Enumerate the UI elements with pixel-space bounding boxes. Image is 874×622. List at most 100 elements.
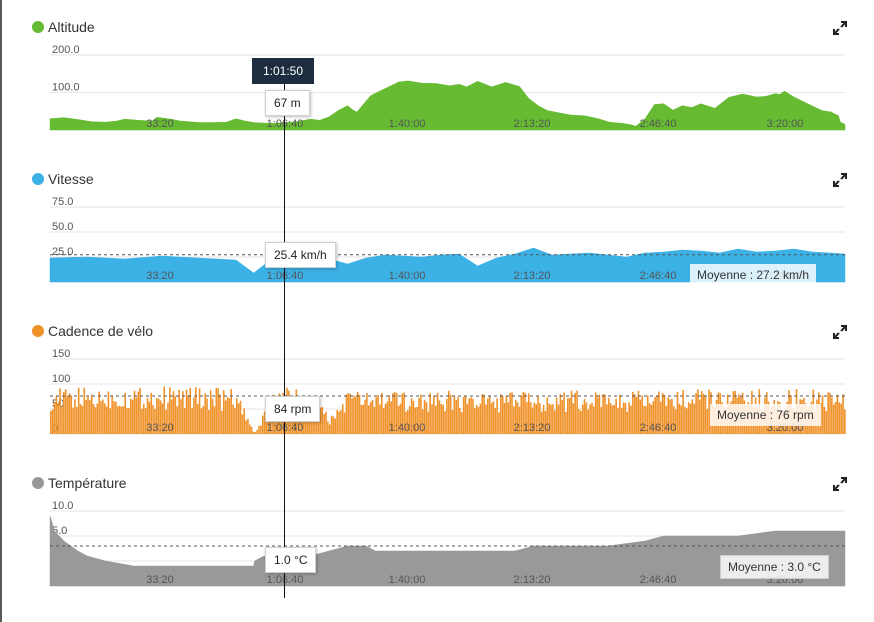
cadence-bar: [258, 425, 260, 434]
cadence-bar: [682, 389, 684, 434]
cadence-bar: [360, 404, 363, 434]
cadence-bar: [50, 410, 52, 434]
expand-icon[interactable]: [832, 20, 848, 36]
legend-label-cadence[interactable]: Cadence de vélo: [48, 323, 154, 339]
cadence-bar: [414, 407, 417, 434]
cadence-bar: [133, 390, 136, 434]
cadence-bar: [658, 391, 660, 434]
cadence-bar: [254, 431, 257, 434]
legend-label-temperature[interactable]: Température: [48, 475, 127, 491]
cadence-bar: [548, 403, 550, 434]
cadence-bar: [602, 394, 604, 434]
cadence-bar: [100, 401, 102, 434]
cadence-bar: [570, 390, 573, 434]
cadence-bar: [157, 398, 160, 434]
cadence-bar: [436, 392, 439, 434]
cadence-bar: [516, 402, 519, 434]
cadence-bar: [421, 409, 424, 434]
cadence-bar: [470, 397, 472, 434]
legend-dot-temperature: [32, 477, 44, 489]
legend-label-speed[interactable]: Vitesse: [48, 171, 94, 187]
cadence-bar: [381, 392, 383, 434]
cadence-bar: [555, 397, 558, 434]
cadence-bar: [141, 408, 143, 434]
cadence-bar: [585, 402, 588, 434]
cadence-bar: [552, 404, 554, 434]
cadence-bar: [446, 398, 448, 434]
cadence-bar: [237, 403, 240, 434]
cadence-bar: [700, 391, 703, 434]
x-tick-label: 33:20: [146, 574, 174, 586]
cadence-bar: [665, 405, 668, 434]
cadence-bar: [427, 411, 430, 434]
temperature-chart[interactable]: 10.05.00.0-5.033:201:06:401:40:002:13:20…: [0, 456, 874, 606]
cadence-bar: [702, 393, 705, 434]
cadence-bar: [239, 400, 242, 434]
cadence-chart[interactable]: 15010050033:201:06:401:40:002:13:202:46:…: [0, 304, 874, 454]
cadence-bar: [167, 402, 169, 434]
expand-icon[interactable]: [832, 476, 848, 492]
cadence-bar: [686, 408, 688, 434]
cadence-bar: [217, 388, 219, 434]
cadence-bar: [366, 393, 368, 434]
cadence-bar: [593, 406, 595, 434]
cadence-bar: [646, 395, 649, 434]
cadence-bar: [444, 411, 446, 434]
cadence-bar: [390, 401, 392, 434]
cadence-bar: [699, 399, 701, 434]
cadence-bar: [351, 398, 353, 434]
cadence-bar: [66, 395, 69, 434]
cadence-bar: [401, 393, 404, 434]
cadence-bar: [507, 402, 510, 434]
cadence-bar: [676, 391, 679, 434]
cadence-bar: [630, 405, 632, 434]
cadence-bar: [96, 403, 99, 434]
cadence-bar: [600, 407, 603, 434]
cadence-bar: [611, 405, 614, 434]
cadence-bar: [524, 392, 526, 434]
cadence-bar: [189, 387, 192, 434]
cadence-bar: [492, 401, 495, 434]
cadence-bar: [340, 410, 342, 434]
legend-label-altitude[interactable]: Altitude: [48, 19, 95, 35]
cadence-bar: [90, 394, 93, 434]
x-tick-label: 2:46:40: [640, 422, 677, 434]
cadence-bar: [403, 392, 405, 434]
cadence-average-label: Moyenne : 76 rpm: [710, 404, 821, 426]
cadence-bar: [356, 391, 359, 434]
cadence-bar: [70, 395, 73, 434]
cadence-bar: [449, 394, 452, 434]
cadence-bar: [394, 392, 396, 434]
cadence-bar: [395, 393, 398, 434]
cadence-bar: [637, 390, 640, 434]
cadence-bar: [243, 408, 246, 434]
cadence-bar: [490, 403, 493, 434]
cadence-bar: [150, 392, 153, 434]
cadence-bar: [74, 399, 76, 434]
cadence-bar: [113, 401, 115, 434]
speed-tooltip: 25.4 km/h: [265, 242, 336, 268]
cadence-bar: [321, 407, 324, 434]
cadence-bar: [708, 389, 710, 434]
cadence-bar: [146, 398, 149, 434]
cadence-bar: [624, 402, 627, 434]
cadence-bar: [827, 392, 829, 434]
expand-icon[interactable]: [832, 324, 848, 340]
cadence-bar: [328, 424, 331, 434]
cadence-bar: [98, 391, 100, 434]
cadence-bar: [487, 398, 489, 434]
cadence-bar: [330, 415, 333, 434]
cadence-bar: [474, 408, 476, 434]
expand-icon[interactable]: [832, 172, 848, 188]
cadence-bar: [169, 387, 171, 434]
cadence-bar: [546, 397, 549, 434]
altitude-chart[interactable]: 200.0100.0033:201:06:401:40:002:13:202:4…: [0, 0, 874, 150]
cadence-bar: [362, 404, 365, 434]
legend-dot-altitude: [32, 21, 44, 33]
cadence-bar: [553, 410, 556, 434]
speed-area: [49, 247, 846, 283]
cadence-bar: [626, 411, 629, 434]
cadence-bar: [102, 399, 104, 434]
cadence-bar: [325, 411, 327, 434]
cadence-bar: [576, 390, 578, 434]
